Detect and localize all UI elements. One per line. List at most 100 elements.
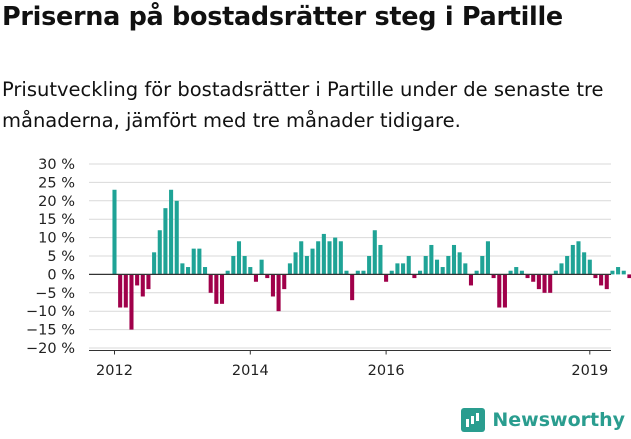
brand-logo: Newsworthy: [461, 408, 625, 432]
bar: [270, 274, 275, 297]
bar: [276, 274, 281, 312]
bar: [378, 244, 383, 275]
y-tick-label: −5 %: [35, 286, 75, 302]
bar: [593, 274, 598, 279]
bar: [610, 270, 615, 275]
bar: [485, 241, 490, 275]
bar: [135, 274, 140, 286]
y-tick-label: −15 %: [26, 323, 75, 339]
bar: [587, 259, 592, 275]
bar: [350, 274, 355, 301]
bar: [508, 270, 513, 275]
bar: [395, 263, 400, 275]
bar: [180, 263, 185, 275]
y-tick-label: −20 %: [26, 341, 75, 357]
bar: [616, 267, 621, 275]
bar: [355, 270, 360, 275]
bar: [219, 274, 225, 304]
bar: [214, 274, 219, 304]
bar: [203, 267, 208, 275]
bar: [429, 244, 434, 275]
bar: [208, 274, 213, 293]
bar: [514, 267, 519, 275]
bar: [531, 274, 536, 282]
bar: [197, 248, 202, 275]
bar: [536, 274, 541, 290]
bar: [519, 270, 524, 275]
chart-title: Priserna på bostadsrätter steg i Partill…: [2, 2, 563, 32]
bar: [582, 252, 587, 275]
bar: [474, 270, 479, 275]
bar: [333, 237, 338, 275]
bar: [434, 259, 440, 275]
bar: [236, 241, 242, 275]
bar: [367, 256, 372, 275]
newsworthy-logo-icon: [461, 408, 486, 432]
bar: [225, 270, 230, 275]
x-tick-label: 2016: [368, 363, 405, 379]
x-axis: 2012201420162019202120232025: [89, 350, 611, 379]
bar: [548, 274, 553, 293]
bar: [451, 244, 457, 275]
bar: [559, 263, 564, 275]
x-tick-label: 2012: [96, 363, 133, 379]
bar-series: [112, 189, 631, 330]
bar: [372, 230, 377, 275]
bar: [338, 241, 343, 275]
bar: [525, 274, 530, 279]
y-tick-label: 10 %: [38, 231, 75, 247]
bar: [140, 274, 145, 297]
x-tick-label: 2019: [571, 363, 608, 379]
chart-subtitle: Prisutveckling för bostadsrätter i Parti…: [2, 78, 604, 132]
bar: [412, 274, 417, 279]
bar: [152, 252, 157, 275]
y-tick-label: 15 %: [38, 212, 75, 228]
y-tick-label: 30 %: [38, 157, 75, 173]
bar: [440, 267, 445, 275]
bar: [468, 274, 474, 286]
bar: [627, 274, 631, 279]
bar: [553, 270, 558, 275]
y-tick-label: −10 %: [26, 304, 75, 320]
bar: [129, 274, 134, 330]
bar: [361, 270, 366, 275]
bar: [191, 248, 196, 275]
bar: [321, 233, 326, 275]
bar: [169, 189, 174, 275]
bar: [242, 256, 247, 275]
bar: [265, 274, 270, 279]
bar: [282, 274, 287, 290]
bar: [327, 241, 332, 275]
y-tick-label: 0 %: [47, 267, 75, 283]
bar: [406, 256, 411, 275]
brand-name: Newsworthy: [492, 409, 625, 431]
bar: [565, 256, 570, 275]
bar: [118, 274, 123, 308]
bar: [299, 241, 304, 275]
y-tick-label: 25 %: [38, 175, 75, 191]
bar: [480, 256, 485, 275]
bar: [112, 189, 117, 275]
bar: [186, 267, 191, 275]
bar: [604, 274, 609, 290]
bar: [389, 270, 394, 275]
bar: [497, 274, 502, 308]
bar: [384, 274, 389, 282]
bar: [259, 259, 264, 275]
bar: [542, 274, 547, 293]
bar: [304, 256, 309, 275]
bar: [446, 256, 451, 275]
bar: [146, 274, 151, 290]
bar: [310, 248, 315, 275]
bar: [491, 274, 496, 279]
bar: [316, 241, 321, 275]
bar: [423, 256, 428, 275]
bar: [570, 244, 575, 275]
y-tick-label: 5 %: [47, 249, 75, 265]
y-axis: 30 % 25 % 20 % 15 % 10 % 5 % 0 % −5 % −10 % −15 %…: [26, 157, 75, 357]
bar: [248, 267, 253, 275]
bar: [253, 274, 258, 282]
bar: [457, 252, 462, 275]
bar: [599, 274, 604, 286]
